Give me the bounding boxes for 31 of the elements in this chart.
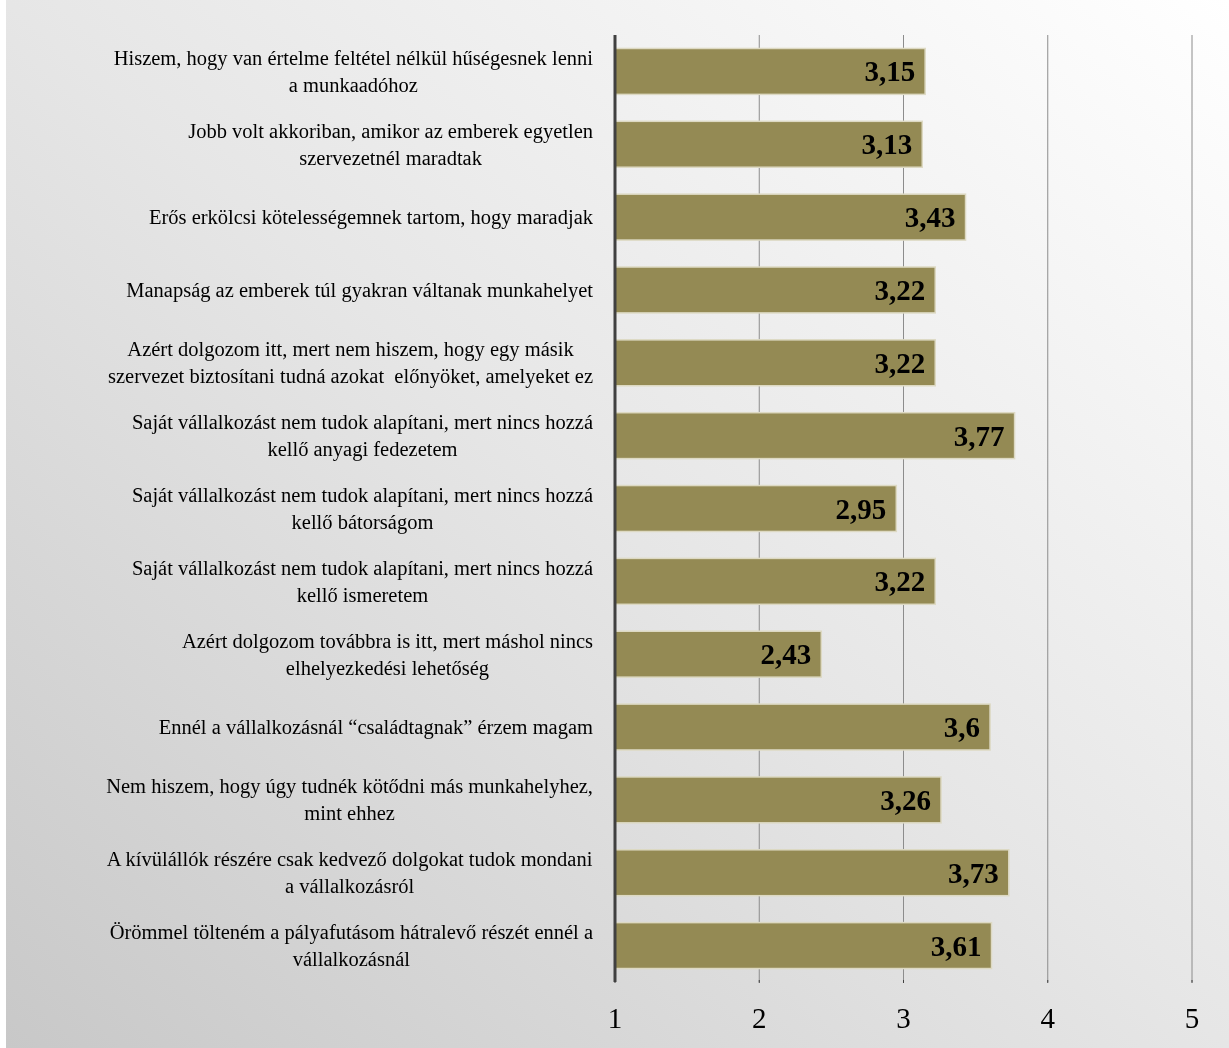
y-tick-label: Nem hiszem, hogy úgy tudnék kötődni más munkahelyhez, mint ehhez (106, 775, 594, 825)
data-label: 3,22 (874, 273, 926, 306)
data-label: 3,77 (953, 419, 1005, 452)
data-label: 3,13 (861, 128, 913, 161)
x-tick-label: 4 (1040, 1002, 1056, 1034)
x-tick-label: 1 (607, 1002, 623, 1034)
x-tick-label: 5 (1184, 1002, 1200, 1034)
x-tick-label: 3 (896, 1002, 911, 1034)
data-label: 3,22 (874, 346, 926, 379)
y-tick-label: Saját vállalkozást nem tudok alapítani, mert nincs hozzá kellő anyagi fedezetem (131, 411, 593, 462)
y-tick-label: Saját vállalkozást nem tudok alapítani, mert nincs hozzá kellő ismeretem (131, 556, 593, 606)
y-tick-label: Azért dolgozom továbbra is itt, mert máshol nincs elhelyezkedési lehetőség (181, 629, 594, 680)
y-tick-label: A kívülállók részére csak kedvező dolgokat tudok mondani a vállalkozásról (106, 848, 593, 898)
y-tick-label: Azért dolgozom itt, mert nem hiszem, hogy egy másik szervezet biztosítani tudná azokat előnyöket, amelyeket ez (108, 338, 593, 389)
y-tick-label: Saját vállalkozást nem tudok alapítani, mert nincs hozzá kellő bátorságom (131, 484, 593, 534)
y-tick-label: Ennél a vállalkozásnál “családtagnak” érzem magam (158, 716, 594, 740)
data-label: 3,26 (880, 783, 932, 816)
data-label: 3,73 (948, 856, 999, 889)
data-label: 3,22 (874, 565, 926, 598)
y-tick-label: Hiszem, hogy van értelme feltétel nélkül hűségesnek lenni a munkaadóhoz (113, 46, 594, 96)
data-label: 3,61 (930, 929, 982, 962)
data-label: 2,95 (835, 492, 887, 525)
y-tick-label: Örömmel tölteném a pályafutásom hátralevő részét ennél a vállalkozásnál (109, 921, 593, 971)
y-tick-label: Erős erkölcsi kötelességemnek tartom, hogy maradjak (148, 206, 594, 230)
y-tick-label: Jobb volt akkoriban, amikor az emberek egyetlen szervezetnél maradtak (188, 119, 594, 169)
data-label: 3,43 (904, 201, 956, 234)
x-tick-label: 2 (752, 1002, 767, 1034)
data-label: 3,6 (943, 711, 981, 744)
data-label: 2,43 (760, 638, 812, 671)
data-label: 3,15 (864, 55, 916, 88)
y-tick-label: Manapság az emberek túl gyakran váltanak munkahelyet (126, 278, 594, 302)
